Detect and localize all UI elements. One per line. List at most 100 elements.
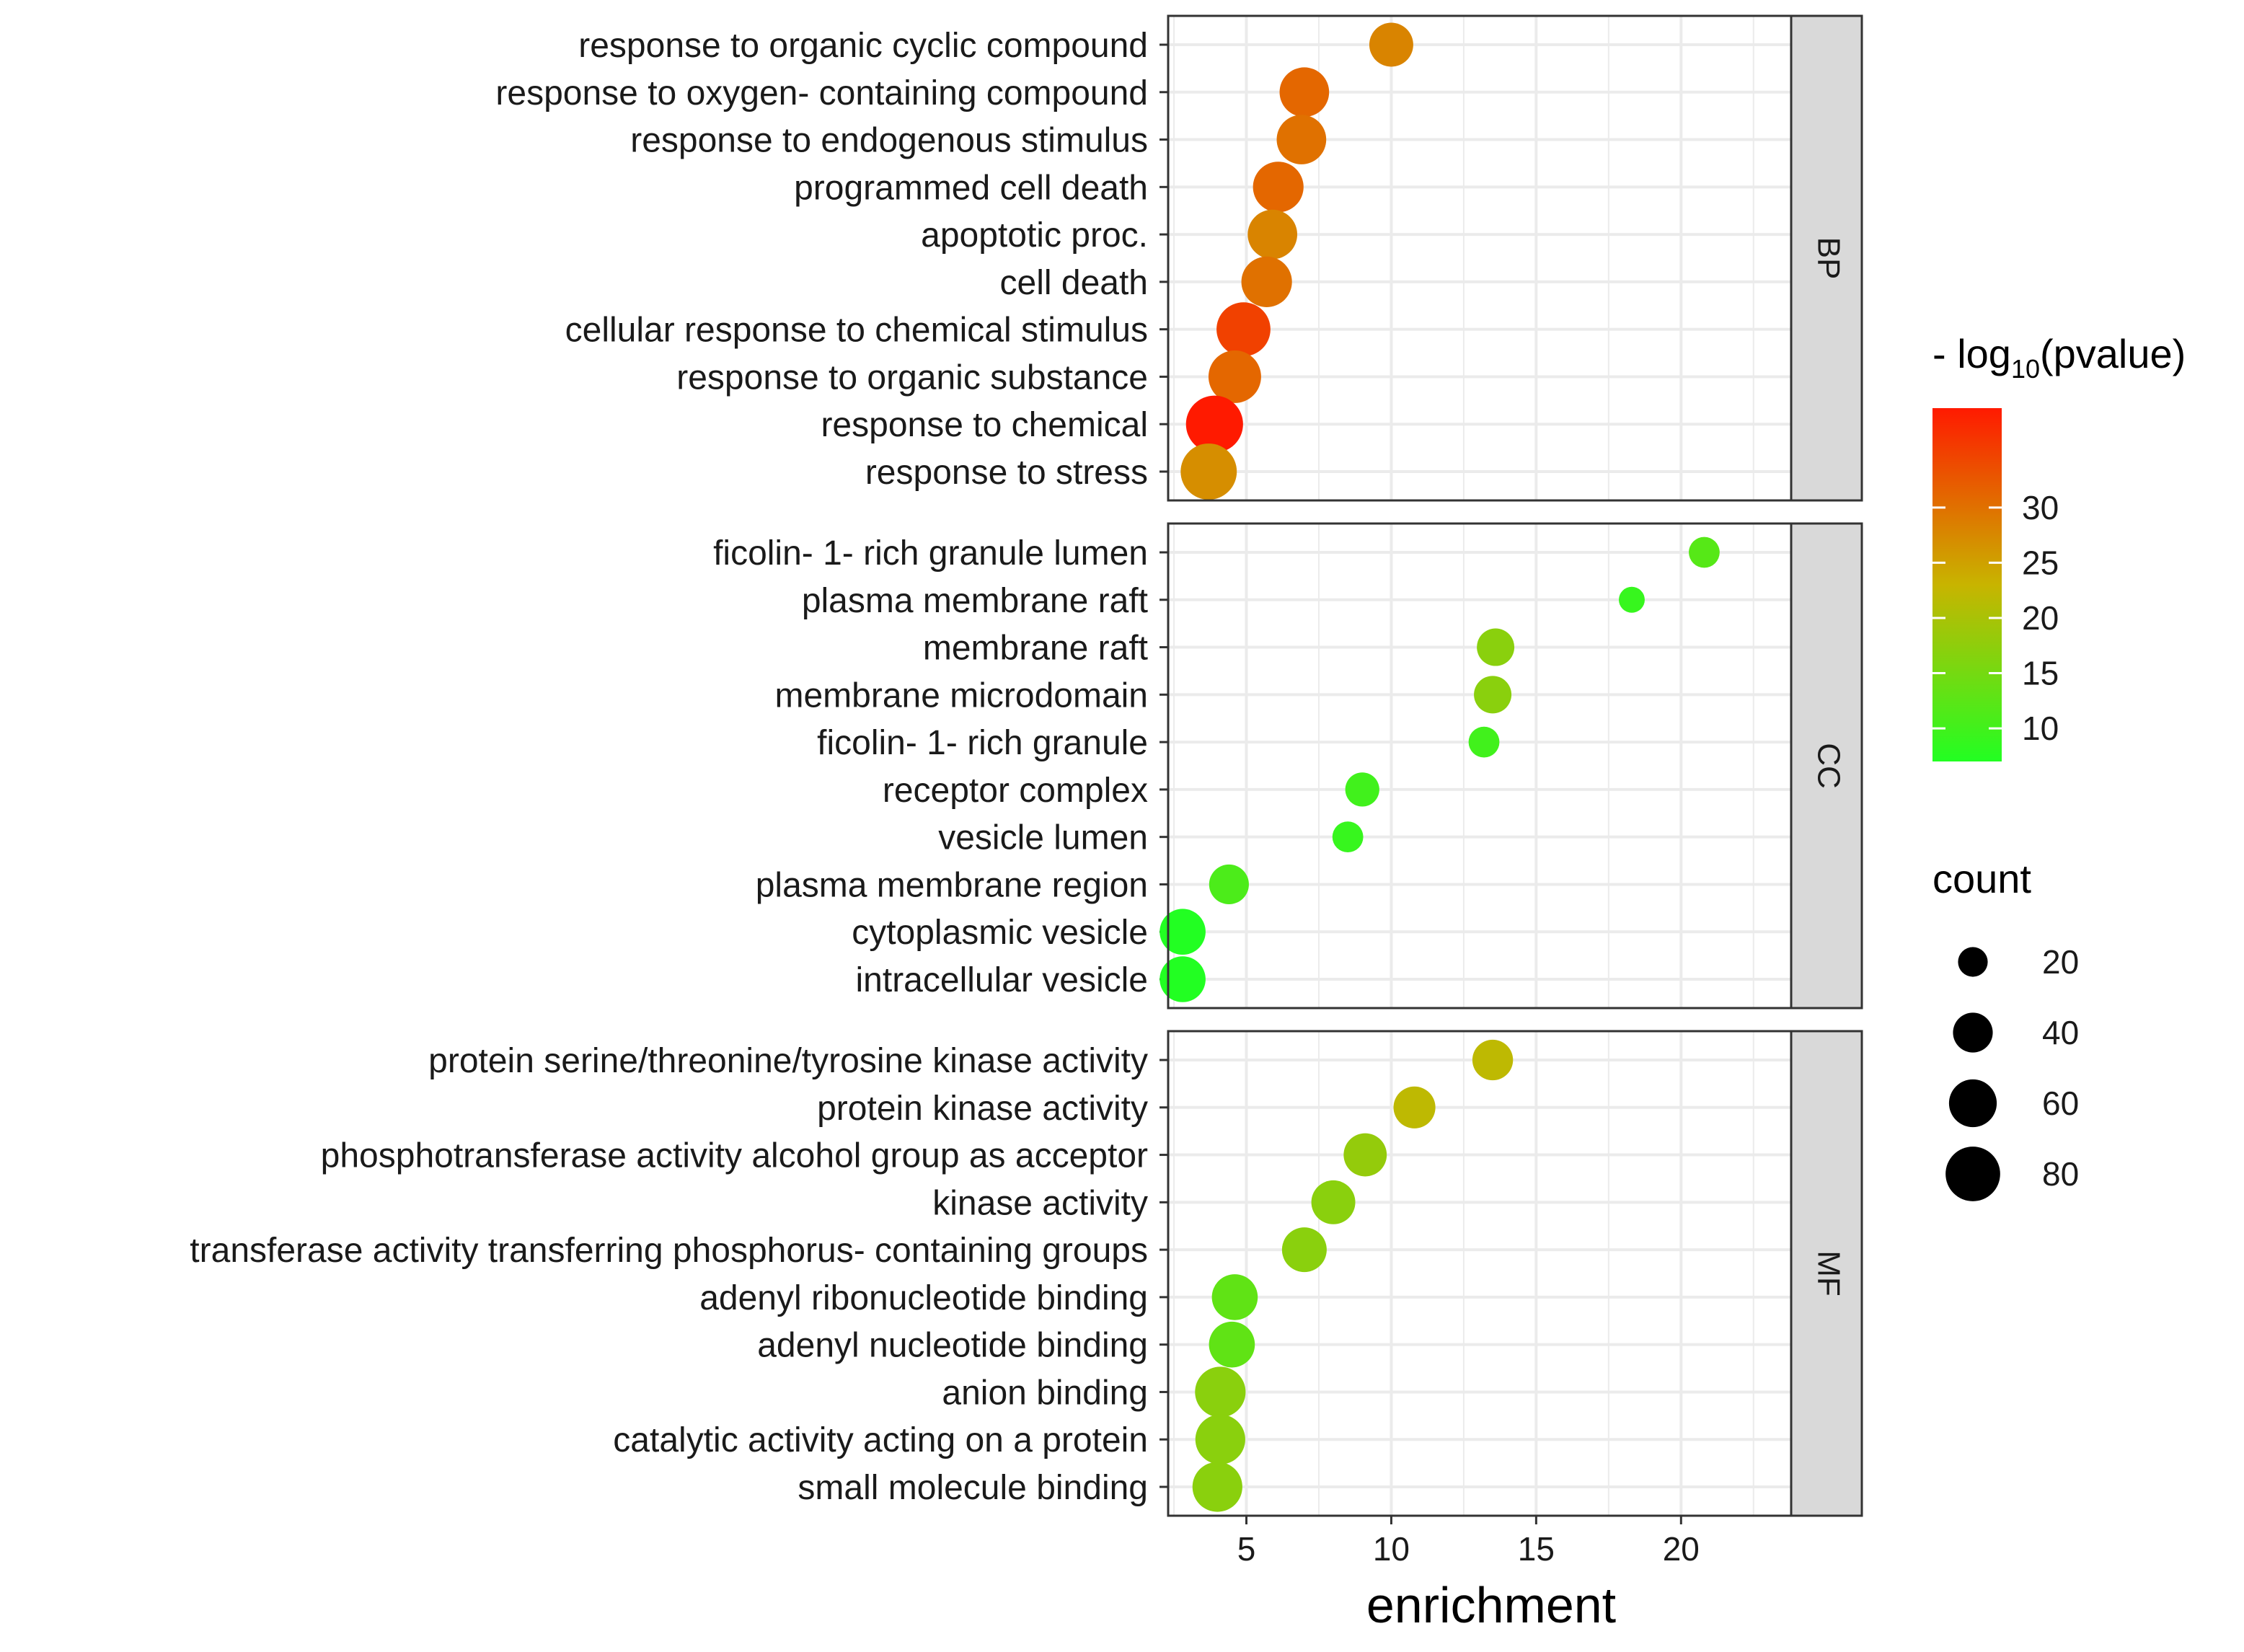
panel-points — [1159, 536, 1720, 1002]
data-point — [1468, 726, 1500, 758]
panel-cc: ficolin- 1- rich granule lumen plasma mem… — [713, 522, 1863, 1010]
panel-background — [1168, 524, 1791, 1008]
term-label: response to stress — [865, 454, 1148, 492]
term-label: programmed cell death — [794, 169, 1148, 207]
term-label: membrane microdomain — [774, 676, 1148, 715]
size-key-dot — [1948, 1079, 1997, 1128]
plot-area: response to organic cyclic compound respo… — [190, 14, 1863, 1517]
panel-bp: response to organic cyclic compound respo… — [495, 14, 1863, 502]
x-tick-label: 5 — [1237, 1530, 1256, 1568]
term-label: cell death — [1000, 264, 1148, 302]
data-point — [1195, 1366, 1246, 1418]
term-label: ficolin- 1- rich granule lumen — [713, 534, 1148, 573]
facet-strip — [1790, 14, 1863, 502]
term-label: kinase activity — [932, 1184, 1148, 1222]
term-label: response to chemical — [821, 406, 1148, 444]
facet-strip-label: CC — [1811, 743, 1846, 789]
color-bar — [1932, 408, 2002, 761]
color-legend-label: 10 — [2022, 710, 2059, 747]
data-point — [1253, 162, 1304, 213]
size-legend-label: 20 — [2042, 943, 2079, 981]
term-label: intracellular vesicle — [856, 961, 1149, 999]
data-point — [1472, 1039, 1514, 1081]
data-point — [1185, 395, 1243, 453]
x-axis: 5 10 15 20 — [1237, 1516, 1700, 1568]
term-label: apoptotic proc. — [921, 216, 1148, 255]
data-point — [1343, 1133, 1387, 1177]
term-label: ficolin- 1- rich granule — [817, 724, 1148, 762]
x-tick-label: 20 — [1663, 1530, 1700, 1568]
size-legend-title: count — [1932, 856, 2031, 901]
term-label: adenyl ribonucleotide binding — [699, 1279, 1148, 1317]
data-point — [1618, 586, 1645, 613]
term-label: receptor complex — [883, 772, 1148, 810]
data-point — [1209, 864, 1249, 905]
panel-mf: protein serine/threonine/tyrosine kinase… — [190, 1030, 1863, 1517]
panel-background — [1168, 1031, 1791, 1516]
data-point — [1311, 1180, 1356, 1224]
color-legend: - log10(pvalue) 10 15 20 25 30 — [1932, 331, 2186, 761]
data-point — [1345, 772, 1379, 807]
term-label: response to organic substance — [676, 358, 1148, 397]
x-axis-title: enrichment — [1366, 1577, 1616, 1633]
size-legend-label: 60 — [2042, 1085, 2079, 1122]
term-label: response to oxygen- containing compound — [495, 74, 1148, 112]
term-label: transferase activity transferring phosph… — [190, 1232, 1148, 1270]
data-point — [1369, 22, 1413, 67]
data-point — [1241, 256, 1292, 307]
size-key-dot — [1958, 947, 1988, 977]
data-point — [1281, 1227, 1327, 1273]
data-point — [1159, 956, 1206, 1002]
data-point — [1474, 676, 1512, 714]
data-point — [1159, 909, 1206, 955]
term-label: catalytic activity acting on a protein — [613, 1421, 1148, 1459]
term-label: protein kinase activity — [817, 1090, 1148, 1128]
color-legend-title: - log10(pvalue) — [1932, 331, 2186, 384]
panel-gridlines — [1168, 1031, 1791, 1516]
panel-points — [1180, 22, 1413, 500]
data-point — [1216, 302, 1271, 357]
term-label: anion binding — [942, 1374, 1148, 1412]
term-label: plasma membrane raft — [802, 582, 1148, 620]
x-tick-label: 15 — [1518, 1530, 1555, 1568]
data-point — [1211, 1274, 1258, 1320]
term-label: protein serine/threonine/tyrosine kinase… — [428, 1042, 1148, 1080]
data-point — [1393, 1086, 1436, 1128]
panel-term-labels: protein serine/threonine/tyrosine kinase… — [190, 1042, 1168, 1507]
data-point — [1276, 115, 1327, 164]
facet-strip-label: MF — [1811, 1250, 1846, 1297]
data-point — [1209, 1321, 1255, 1368]
x-tick-label: 10 — [1373, 1530, 1410, 1568]
data-point — [1332, 821, 1364, 853]
legends: - log10(pvalue) 10 15 20 25 30 count 20 40 60 80 — [1932, 331, 2186, 1201]
data-point — [1180, 443, 1237, 500]
panel-gridlines — [1168, 524, 1791, 1008]
data-point — [1192, 1462, 1242, 1512]
term-label: cytoplasmic vesicle — [852, 914, 1148, 952]
panel-points — [1192, 1039, 1514, 1512]
size-key-dot — [1945, 1147, 2000, 1201]
term-label: membrane raft — [923, 630, 1148, 668]
data-point — [1208, 350, 1261, 403]
size-legend-label: 40 — [2042, 1014, 2079, 1051]
term-label: small molecule binding — [798, 1469, 1148, 1507]
size-key-dot — [1953, 1012, 1993, 1053]
data-point — [1195, 1414, 1245, 1465]
panel-term-labels: response to organic cyclic compound respo… — [495, 27, 1168, 492]
term-label: response to endogenous stimulus — [630, 122, 1148, 160]
facet-strip — [1790, 522, 1863, 1010]
term-label: vesicle lumen — [938, 819, 1148, 857]
term-label: plasma membrane region — [756, 866, 1148, 904]
data-point — [1247, 209, 1298, 260]
size-legend: count 20 40 60 80 — [1932, 856, 2079, 1201]
data-point — [1477, 628, 1515, 666]
size-legend-label: 80 — [2042, 1155, 2079, 1193]
facet-strip — [1790, 1030, 1863, 1517]
color-legend-label: 25 — [2022, 544, 2059, 581]
data-point — [1689, 536, 1720, 568]
color-legend-label: 15 — [2022, 655, 2059, 692]
data-point — [1279, 67, 1330, 118]
color-legend-label: 20 — [2022, 599, 2059, 637]
panel-term-labels: ficolin- 1- rich granule lumen plasma mem… — [713, 534, 1168, 999]
